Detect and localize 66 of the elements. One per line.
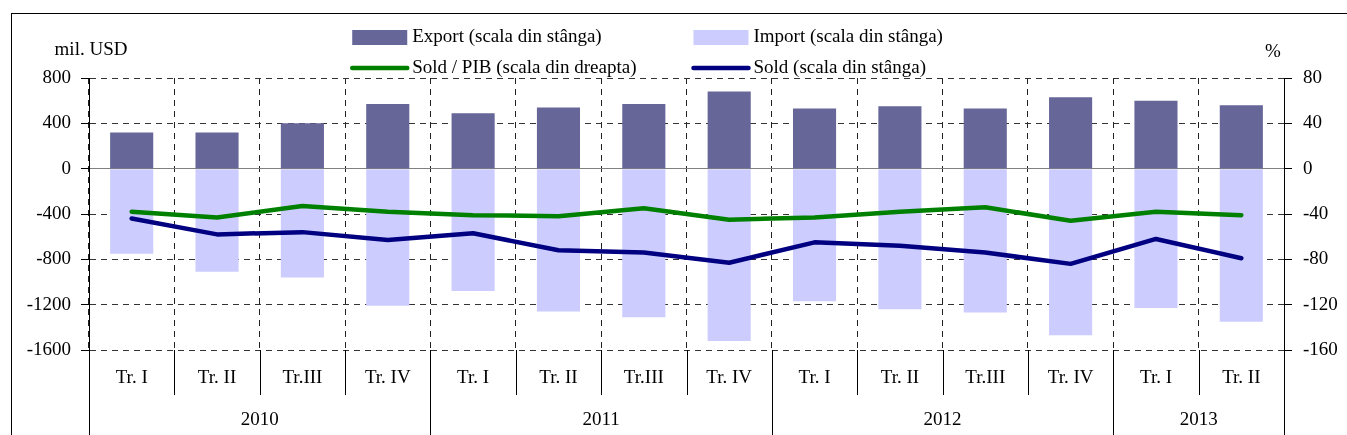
bar: [792, 108, 837, 169]
y2-tick-label: -80: [1303, 247, 1329, 269]
legend-label: Import (scala din stânga): [753, 24, 943, 47]
bar: [1049, 97, 1093, 169]
y2-tick-label: -40: [1303, 201, 1329, 223]
bar: [1134, 169, 1178, 309]
x-tick-label: Tr. I: [457, 366, 490, 388]
y-tick-label: -1600: [26, 337, 71, 359]
text: 2010: [240, 407, 279, 429]
legend-label: Sold / PIB (scala din dreapta): [412, 55, 637, 78]
legend-label: Export (scala din stânga): [412, 24, 602, 47]
y2-tick-label: 80: [1303, 65, 1322, 87]
bar: [451, 113, 495, 169]
legend-label: Sold (scala din stânga): [753, 55, 927, 78]
bar: [707, 91, 751, 169]
bar: [963, 169, 1007, 313]
bar: [110, 132, 154, 169]
x-tick-label: Tr. II: [539, 366, 578, 388]
x-tick-label: Tr. I: [1139, 366, 1172, 388]
text: 2013: [1179, 407, 1218, 429]
x-tick-label: Tr. I: [798, 366, 831, 388]
text: 2011: [582, 407, 620, 429]
bar: [707, 169, 751, 341]
y2-axis-title: %: [1265, 39, 1282, 61]
x-tick-label: Tr. IV: [706, 366, 753, 388]
bar: [1049, 169, 1093, 336]
y-axis-title: mil. USD: [54, 37, 128, 59]
bar: [1219, 169, 1263, 322]
bar: [622, 104, 666, 169]
bar: [280, 123, 324, 169]
x-tick-label: Tr.III: [623, 366, 664, 388]
y-tick-label: -800: [36, 247, 71, 269]
x-tick-label: Tr.III: [965, 366, 1006, 388]
bar: [1219, 105, 1263, 169]
x-tick-label: Tr. IV: [364, 366, 411, 388]
bar: [878, 106, 922, 169]
bar: [536, 169, 581, 312]
x-tick-label: Tr. II: [197, 366, 237, 388]
bar: [366, 104, 410, 169]
x-tick-label: Tr. II: [880, 366, 920, 388]
y-tick-label: 400: [42, 111, 71, 133]
y-tick-label: 800: [42, 65, 71, 87]
bar: [366, 169, 410, 306]
text: 2012: [923, 407, 962, 429]
bar: [878, 169, 922, 310]
y-tick-label: -1200: [26, 292, 71, 314]
bar: [195, 132, 239, 169]
x-tick-label: Tr. II: [1222, 366, 1261, 388]
bar: [622, 169, 666, 318]
bar: [963, 108, 1007, 169]
x-tick-label: Tr.III: [282, 366, 323, 388]
y-tick-label: -400: [36, 201, 71, 223]
x-tick-label: Tr. I: [115, 366, 148, 388]
y2-tick-label: -120: [1303, 292, 1338, 314]
bar: [792, 169, 837, 302]
bar: [1134, 100, 1178, 169]
y2-tick-label: -160: [1303, 337, 1338, 359]
bar: [451, 169, 495, 292]
bar: [280, 169, 324, 278]
bar: [195, 169, 239, 272]
y2-tick-label: 40: [1303, 111, 1322, 133]
bar: [110, 169, 154, 254]
y-tick-label: 0: [61, 156, 71, 178]
y2-tick-label: 0: [1303, 156, 1313, 178]
x-tick-label: Tr. IV: [1047, 366, 1094, 388]
bar: [536, 107, 581, 169]
